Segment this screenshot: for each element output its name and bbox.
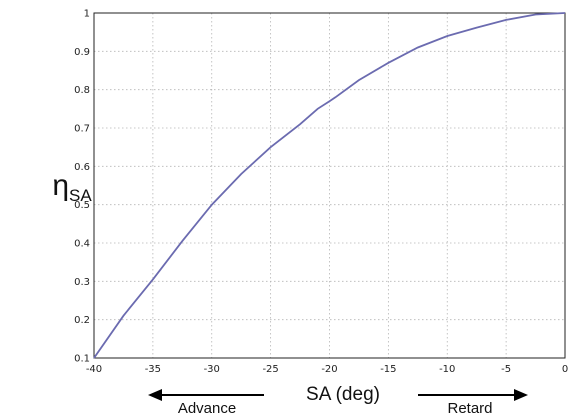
advance-arrow [148, 389, 264, 401]
y-tick-label: 0.9 [74, 47, 90, 58]
x-tick-label: -30 [204, 364, 220, 375]
y-axis-label-sub: SA [69, 186, 92, 205]
y-axis-label-main: η [52, 169, 69, 202]
y-tick-label: 0.5 [74, 200, 90, 211]
x-tick-label: -25 [262, 364, 278, 375]
x-axis-label: SA (deg) [306, 384, 380, 405]
y-tick-label: 0.3 [74, 277, 90, 288]
retard-arrow [418, 389, 528, 401]
x-tick-label: -10 [439, 364, 455, 375]
x-tick-label: -5 [501, 364, 511, 375]
x-ticks: -40 -35 -30 -25 -20 -15 -10 -5 0 [86, 364, 568, 375]
x-tick-label: -40 [86, 364, 102, 375]
grid [93, 12, 566, 359]
y-tick-label: 0.7 [74, 124, 90, 135]
y-ticks: 0.1 0.2 0.3 0.4 0.5 0.6 0.7 0.8 0.9 1 [74, 9, 90, 365]
plot-frame [93, 12, 566, 359]
y-tick-label: 0.6 [74, 162, 90, 173]
y-tick-label: 1 [84, 9, 90, 20]
retard-label: Retard [447, 400, 492, 417]
x-tick-label: -35 [145, 364, 161, 375]
y-tick-label: 0.2 [74, 315, 90, 326]
x-tick-label: -15 [380, 364, 396, 375]
x-tick-label: 0 [562, 364, 568, 375]
y-tick-label: 0.8 [74, 85, 90, 96]
x-tick-label: -20 [321, 364, 337, 375]
y-axis-label: ηSA [52, 169, 92, 205]
series-line [93, 12, 566, 359]
y-tick-label: 0.4 [74, 239, 90, 250]
advance-label: Advance [178, 400, 236, 417]
y-tick-label: 0.1 [74, 354, 90, 365]
